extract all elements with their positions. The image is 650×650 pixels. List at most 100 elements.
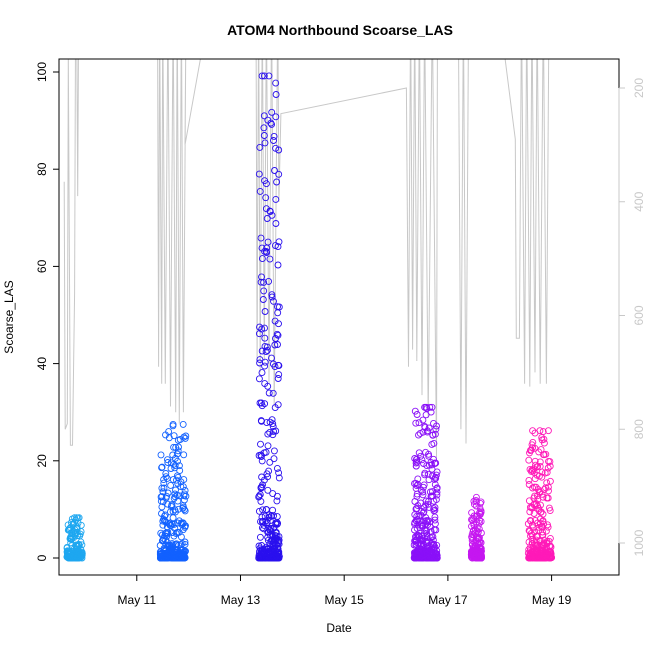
scatter-point bbox=[260, 476, 268, 484]
scatter-point bbox=[258, 524, 266, 532]
scatter-point bbox=[525, 497, 533, 505]
scatter-point bbox=[166, 519, 174, 527]
scatter-point bbox=[167, 481, 175, 489]
scatter-point bbox=[257, 453, 265, 460]
scatter-point bbox=[419, 491, 427, 499]
y-tick-label: 20 bbox=[35, 454, 49, 468]
scatter-point bbox=[272, 427, 280, 435]
scatter-point bbox=[426, 523, 434, 531]
scatter-point bbox=[268, 293, 276, 301]
scatter-point bbox=[257, 234, 265, 242]
scatter-point bbox=[258, 417, 265, 425]
scatter-point bbox=[412, 459, 420, 467]
scatter-point bbox=[74, 519, 82, 527]
scatter-point bbox=[161, 517, 169, 525]
scatter-point bbox=[272, 79, 280, 87]
scatter-point bbox=[164, 459, 172, 466]
scatter-point bbox=[414, 547, 422, 555]
scatter-point bbox=[274, 261, 282, 269]
y-tick-label: 100 bbox=[35, 62, 49, 82]
scatter-point bbox=[266, 526, 274, 533]
scatter-point bbox=[470, 549, 478, 556]
scatter-point bbox=[540, 439, 548, 447]
scatter-point bbox=[546, 462, 554, 470]
scatter-point bbox=[272, 91, 280, 98]
scatter-point bbox=[168, 540, 176, 548]
scatter-point bbox=[164, 489, 172, 497]
scatter-point bbox=[266, 458, 274, 466]
scatter-point bbox=[431, 516, 439, 524]
scatter-point bbox=[413, 512, 421, 520]
scatter-point bbox=[75, 541, 83, 549]
scatter-point bbox=[273, 178, 281, 186]
scatter-points-layer bbox=[63, 72, 556, 562]
scatter-point bbox=[257, 484, 265, 492]
scatter-point bbox=[181, 434, 189, 442]
scatter-point bbox=[530, 465, 538, 473]
scatter-point bbox=[424, 470, 432, 478]
scatter-point bbox=[530, 510, 538, 517]
scatter-point bbox=[256, 187, 264, 195]
x-tick-label: May 17 bbox=[428, 593, 468, 607]
scatter-point bbox=[273, 464, 281, 472]
scatter-point bbox=[67, 552, 75, 560]
scatter-point bbox=[540, 451, 547, 459]
scatter-point bbox=[179, 504, 187, 512]
scatter-point bbox=[477, 518, 485, 525]
scatter-point bbox=[271, 341, 279, 349]
scatter-point bbox=[270, 554, 278, 562]
scatter-point bbox=[425, 549, 433, 557]
scatter-point bbox=[169, 420, 177, 428]
scatter-point bbox=[169, 514, 177, 522]
scatter-point bbox=[525, 476, 533, 484]
scatter-point bbox=[423, 517, 430, 525]
scatter-point bbox=[268, 354, 275, 362]
scatter-point bbox=[545, 547, 553, 555]
scatter-point bbox=[532, 483, 540, 491]
scatter-point bbox=[275, 238, 283, 246]
scatter-point bbox=[268, 108, 276, 116]
scatter-point bbox=[258, 513, 266, 521]
scatter-point bbox=[64, 553, 72, 561]
scatter-point bbox=[544, 521, 551, 529]
scatter-point bbox=[469, 519, 477, 527]
scatter-point bbox=[544, 464, 552, 472]
x-axis: May 11 May 13 May 15 May 17 May 19 bbox=[118, 574, 572, 607]
scatter-point bbox=[67, 535, 75, 543]
scatter-point bbox=[260, 132, 268, 139]
scatter-point bbox=[255, 375, 263, 383]
scatter-point bbox=[266, 553, 274, 561]
scatter-point bbox=[274, 331, 282, 339]
scatter-point bbox=[158, 464, 166, 472]
scatter-point bbox=[274, 341, 281, 348]
scatter-point bbox=[431, 475, 439, 483]
scatter-point bbox=[265, 277, 273, 285]
scatter-point bbox=[260, 124, 268, 132]
scatter-point bbox=[170, 443, 178, 451]
scatter-point bbox=[258, 255, 266, 263]
scatter-point bbox=[67, 539, 75, 547]
scatter-point bbox=[526, 527, 534, 535]
scatter-point bbox=[269, 389, 277, 397]
scatter-point bbox=[262, 205, 270, 213]
scatter-point bbox=[265, 72, 273, 80]
y2-tick-label: 200 bbox=[632, 78, 646, 98]
scatter-point bbox=[428, 533, 436, 541]
scatter-point bbox=[172, 486, 179, 494]
scatter-point bbox=[157, 529, 165, 537]
scatter-point bbox=[73, 524, 80, 532]
scatter-point bbox=[534, 502, 541, 510]
scatter-point bbox=[179, 520, 187, 527]
scatter-point bbox=[275, 474, 283, 482]
scatter-point bbox=[180, 552, 188, 560]
scatter-point bbox=[274, 543, 282, 551]
scatter-point bbox=[432, 526, 440, 534]
scatter-point bbox=[162, 431, 169, 439]
scatter-point bbox=[536, 458, 544, 466]
scatter-point bbox=[257, 497, 265, 505]
scatter-point bbox=[532, 461, 539, 469]
scatter-point bbox=[263, 346, 271, 354]
scatter-point bbox=[546, 458, 554, 466]
scatter-point bbox=[162, 529, 169, 537]
scatter-point bbox=[526, 551, 534, 559]
